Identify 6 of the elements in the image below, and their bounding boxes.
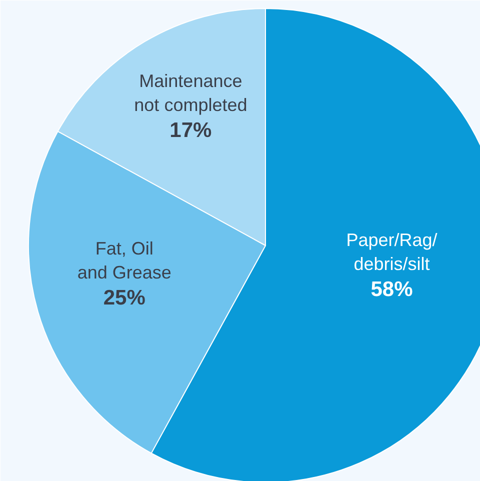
slice-label: Paper/Rag/ debris/silt xyxy=(346,230,438,274)
data-label: 17% xyxy=(170,119,212,142)
data-label: 25% xyxy=(103,286,146,310)
data-label: 58% xyxy=(370,278,414,301)
slice-label: Maintenance not completed xyxy=(134,71,248,116)
slice-label: Fat, Oil and Grease xyxy=(77,238,172,282)
